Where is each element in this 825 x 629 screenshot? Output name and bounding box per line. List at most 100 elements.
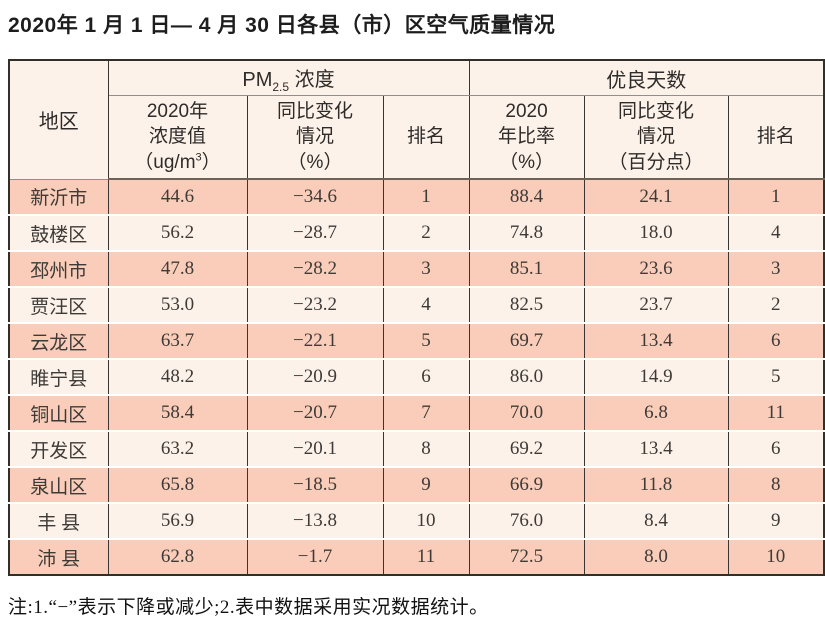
- header-days-rank: 排名: [727, 95, 825, 180]
- cell-days-change: 13.4: [583, 431, 729, 468]
- cell-pm25-rank: 4: [382, 287, 470, 324]
- table-row: 睢宁县 48.2 −20.9 6 86.0 14.9 5: [8, 359, 825, 396]
- cell-region: 沛 县: [8, 539, 109, 575]
- cell-pm25-value: 62.8: [107, 539, 248, 575]
- cell-region: 新沂市: [8, 179, 109, 216]
- cell-pm25-rank: 5: [382, 323, 470, 360]
- cell-days-change: 14.9: [583, 359, 729, 396]
- header-pm25-rank: 排名: [382, 95, 470, 180]
- cell-days-rank: 10: [727, 539, 825, 575]
- cell-pm25-value: 56.2: [107, 215, 248, 252]
- table-row: 铜山区 58.4 −20.7 7 70.0 6.8 11: [8, 395, 825, 432]
- cell-region: 邳州市: [8, 251, 109, 288]
- header-pm25-change: 同比变化 情况 （%）: [246, 95, 384, 180]
- cell-pm25-change: −23.2: [246, 287, 384, 324]
- header-pm25-suffix: 浓度: [289, 68, 335, 91]
- cell-pm25-value: 53.0: [107, 287, 248, 324]
- header-good-days-label: 优良天数: [606, 69, 687, 92]
- table-row: 沛 县 62.8 −1.7 11 72.5 8.0 10: [8, 539, 825, 575]
- cell-pm25-change: −22.1: [246, 323, 384, 360]
- cell-days-rate: 74.8: [468, 215, 585, 252]
- header-good-days-group: 优良天数: [468, 60, 825, 96]
- cell-pm25-value: 47.8: [107, 251, 248, 288]
- cell-days-rank: 1: [727, 179, 825, 216]
- cell-pm25-value: 56.9: [107, 503, 248, 540]
- header-pm25-change-label: 同比变化 情况 （%）: [276, 101, 353, 173]
- cell-pm25-change: −13.8: [246, 503, 384, 540]
- cell-days-rate: 70.0: [468, 395, 585, 432]
- cell-pm25-rank: 7: [382, 395, 470, 432]
- cell-days-change: 6.8: [583, 395, 729, 432]
- cell-days-rate: 72.5: [468, 539, 585, 575]
- cell-days-change: 8.0: [583, 539, 729, 575]
- cell-days-rank: 5: [727, 359, 825, 396]
- cell-days-change: 18.0: [583, 215, 729, 252]
- cell-pm25-rank: 11: [382, 539, 470, 575]
- cell-pm25-value: 48.2: [107, 359, 248, 396]
- cell-days-rank: 9: [727, 503, 825, 540]
- header-pm25-value-lines: 2020年 浓度值: [146, 101, 209, 148]
- cell-days-change: 8.4: [583, 503, 729, 540]
- cell-pm25-value: 63.2: [107, 431, 248, 468]
- cell-days-rate: 69.7: [468, 323, 585, 360]
- cell-days-rank: 11: [727, 395, 825, 432]
- cell-days-change: 23.6: [583, 251, 729, 288]
- cell-pm25-change: −20.9: [246, 359, 384, 396]
- cell-region: 贾汪区: [8, 287, 109, 324]
- cell-days-rate: 85.1: [468, 251, 585, 288]
- table-body: 新沂市 44.6 −34.6 1 88.4 24.1 1 鼓楼区 56.2 −28.7 2 74.8 1…: [8, 179, 825, 575]
- table-row: 开发区 63.2 −20.1 8 69.2 13.4 6: [8, 431, 825, 468]
- cell-days-rate: 69.2: [468, 431, 585, 468]
- cell-pm25-value: 58.4: [107, 395, 248, 432]
- header-pm25-prefix: PM: [242, 68, 273, 91]
- cell-pm25-rank: 3: [382, 251, 470, 288]
- cell-days-rate: 88.4: [468, 179, 585, 216]
- cell-days-rate: 82.5: [468, 287, 585, 324]
- cell-pm25-change: −28.2: [246, 251, 384, 288]
- cell-days-change: 23.7: [583, 287, 729, 324]
- footnote: 注:1.“−”表示下降或减少;2.表中数据采用实况数据统计。: [8, 597, 489, 618]
- cell-region: 泉山区: [8, 467, 109, 504]
- cell-pm25-change: −18.5: [246, 467, 384, 504]
- header-sub-row: 2020年 浓度值 （ug/m3） 同比变化 情况 （%） 排名 2020 年比…: [9, 95, 825, 180]
- unit-sup: 3: [195, 151, 202, 164]
- cell-pm25-change: −20.7: [246, 395, 384, 432]
- cell-pm25-rank: 1: [382, 179, 470, 216]
- cell-region: 鼓楼区: [8, 215, 109, 252]
- header-pm25-rank-label: 排名: [407, 126, 446, 148]
- header-pm25-value: 2020年 浓度值 （ug/m3）: [107, 95, 248, 180]
- cell-days-change: 13.4: [583, 323, 729, 360]
- table-row: 鼓楼区 56.2 −28.7 2 74.8 18.0 4: [8, 215, 825, 252]
- cell-pm25-rank: 8: [382, 431, 470, 468]
- table-row: 邳州市 47.8 −28.2 3 85.1 23.6 3: [8, 251, 825, 288]
- header-pm25-group: PM2.5 浓度: [107, 60, 470, 96]
- table-row: 贾汪区 53.0 −23.2 4 82.5 23.7 2: [8, 287, 825, 324]
- cell-region: 睢宁县: [8, 359, 109, 396]
- header-pm25-value-unit: （ug/m3）: [134, 151, 221, 173]
- unit-pre: （ug/m: [134, 151, 196, 173]
- table-row: 云龙区 63.7 −22.1 5 69.7 13.4 6: [8, 323, 825, 360]
- header-days-rank-label: 排名: [756, 126, 795, 148]
- cell-days-rate: 66.9: [468, 467, 585, 504]
- table-row: 新沂市 44.6 −34.6 1 88.4 24.1 1: [8, 179, 825, 216]
- unit-post: ）: [201, 151, 221, 173]
- cell-days-rank: 4: [727, 215, 825, 252]
- air-quality-table: 地区 PM2.5 浓度 优良天数 2020年 浓度值 （ug/m3） 同比变化 …: [8, 59, 825, 576]
- cell-pm25-rank: 9: [382, 467, 470, 504]
- cell-pm25-change: −20.1: [246, 431, 384, 468]
- cell-days-rate: 76.0: [468, 503, 585, 540]
- cell-days-rank: 8: [727, 467, 825, 504]
- cell-days-rank: 3: [727, 251, 825, 288]
- cell-pm25-value: 65.8: [107, 467, 248, 504]
- cell-pm25-change: −1.7: [246, 539, 384, 575]
- header-region-label: 地区: [38, 111, 79, 134]
- table-row: 泉山区 65.8 −18.5 9 66.9 11.8 8: [8, 467, 825, 504]
- cell-days-rank: 6: [727, 323, 825, 360]
- table-row: 丰 县 56.9 −13.8 10 76.0 8.4 9: [8, 503, 825, 540]
- cell-pm25-rank: 6: [382, 359, 470, 396]
- page-title: 2020年 1 月 1 日— 4 月 30 日各县（市）区空气质量情况: [8, 14, 556, 37]
- cell-region: 铜山区: [8, 395, 109, 432]
- cell-days-rate: 86.0: [468, 359, 585, 396]
- header-group-row: 地区 PM2.5 浓度 优良天数: [8, 60, 825, 180]
- cell-pm25-change: −34.6: [246, 179, 384, 216]
